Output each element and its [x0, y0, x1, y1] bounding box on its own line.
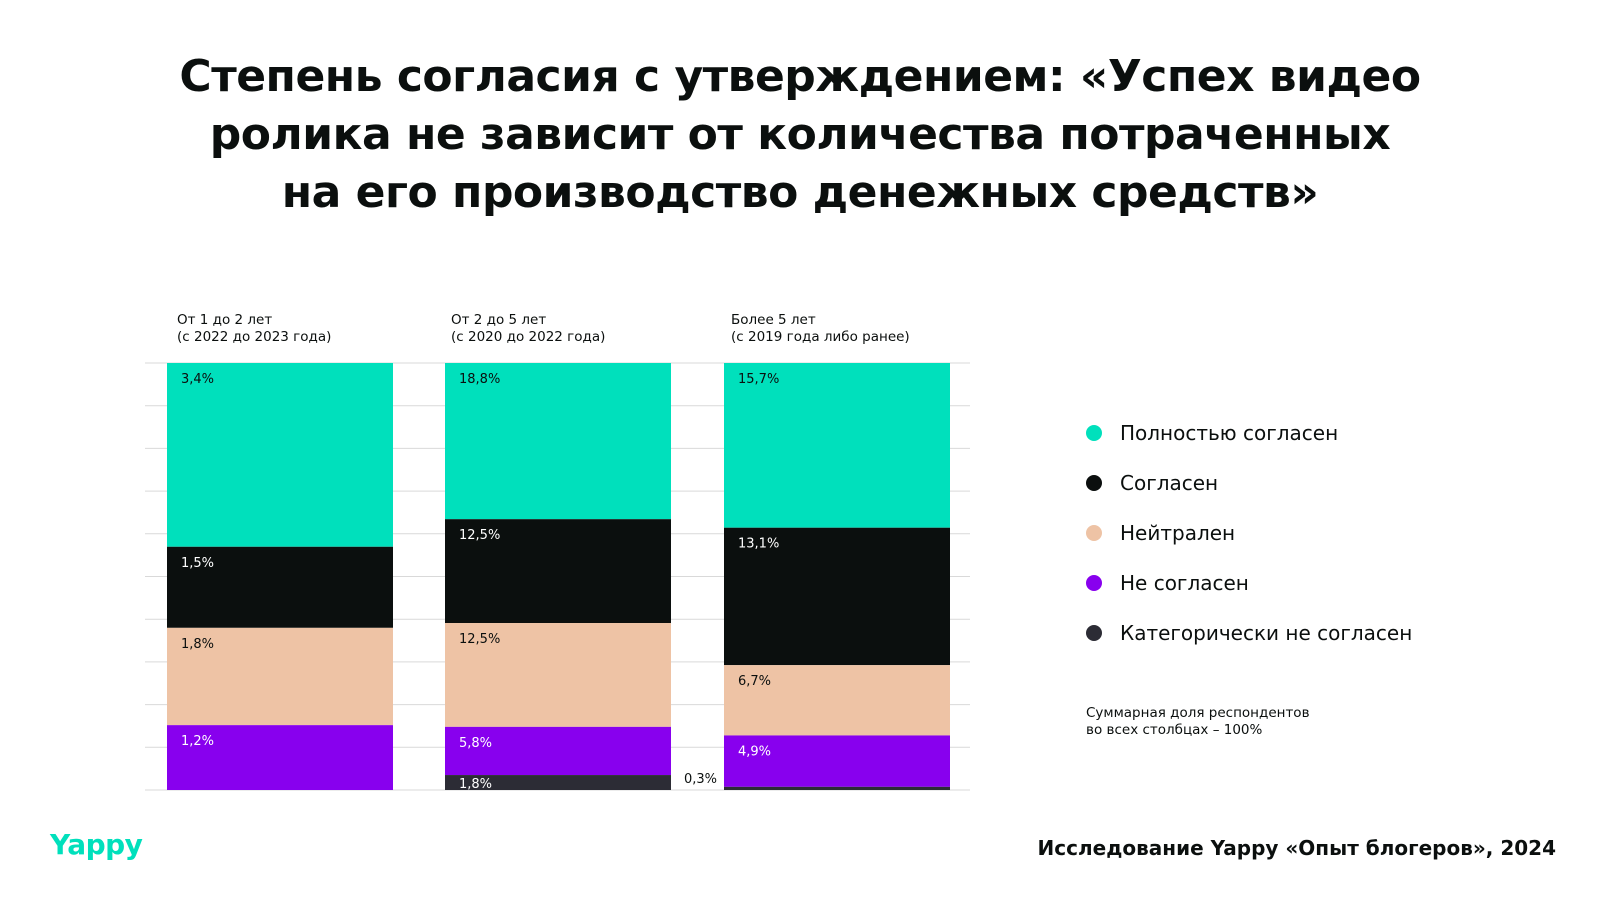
legend-label-agree: Согласен	[1120, 471, 1219, 495]
legend-item-disagree: Не согласен	[1086, 571, 1412, 621]
data-label-c1-s4: 1,2%	[181, 734, 214, 749]
bar-segment-c1-s3	[167, 627, 393, 726]
bar-segment-c3-s1	[724, 363, 950, 528]
source-credit: Исследование Yappy «Опыт блогеров», 2024	[1037, 836, 1556, 860]
column-header-1-line-2: (с 2022 до 2023 года)	[177, 329, 332, 345]
legend-swatch-disagree	[1086, 575, 1102, 591]
bar-segment-c2-s1	[445, 363, 671, 520]
data-label-c2-s4: 5,8%	[459, 736, 492, 751]
bar-segment-c2-s3	[445, 623, 671, 727]
bar-segment-c1-s2	[167, 546, 393, 628]
legend-swatch-strongly-disagree	[1086, 625, 1102, 641]
legend-item-fully-agree: Полностью согласен	[1086, 421, 1412, 471]
legend-label-fully-agree: Полностью согласен	[1120, 421, 1339, 445]
column-header-3-line-1: Более 5 лет	[731, 312, 816, 328]
data-label-c1-s2: 1,5%	[181, 556, 214, 571]
column-header-2: От 2 до 5 лет (с 2020 до 2022 года)	[451, 312, 605, 346]
data-label-c3-s4: 4,9%	[738, 744, 771, 759]
legend-swatch-fully-agree	[1086, 425, 1102, 441]
chart-note-line-2: во всех столбцах – 100%	[1086, 722, 1263, 738]
bar-segment-c3-s2	[724, 527, 950, 666]
column-header-1-line-1: От 1 до 2 лет	[177, 312, 273, 328]
legend-item-strongly-disagree: Категорически не согласен	[1086, 621, 1412, 671]
data-label-c2-s2: 12,5%	[459, 528, 500, 543]
chart-note-line-1: Суммарная доля респондентов	[1086, 705, 1310, 721]
legend-label-strongly-disagree: Категорически не согласен	[1120, 621, 1413, 645]
data-label-c3-s2: 13,1%	[738, 537, 779, 552]
bar-segment-c1-s4	[167, 725, 393, 790]
data-label-c2-s3: 12,5%	[459, 632, 500, 647]
bar-segment-c3-s5	[724, 786, 950, 790]
legend-item-agree: Согласен	[1086, 471, 1412, 521]
data-label-c3-s5: 0,3%	[684, 772, 717, 787]
yappy-logo: Yappy	[50, 828, 143, 861]
data-label-c1-s3: 1,8%	[181, 637, 214, 652]
column-header-2-line-1: От 2 до 5 лет	[451, 312, 547, 328]
bar-segment-c2-s2	[445, 519, 671, 624]
title-line-3: на его производство денежных средств»	[281, 167, 1319, 218]
legend: Полностью согласен Согласен Нейтрален Не…	[1086, 421, 1412, 671]
column-header-1: От 1 до 2 лет (с 2022 до 2023 года)	[177, 312, 331, 346]
chart-note: Суммарная доля респондентов во всех стол…	[1086, 705, 1310, 739]
data-label-c3-s1: 15,7%	[738, 372, 779, 387]
chart-title: Степень согласия с утверждением: «Успех …	[150, 48, 1450, 222]
bar-segment-c3-s3	[724, 665, 950, 736]
data-label-c3-s3: 6,7%	[738, 674, 771, 689]
data-label-c1-s1: 3,4%	[181, 372, 214, 387]
bar-segment-c3-s4	[724, 735, 950, 787]
data-label-c2-s5: 1,8%	[459, 777, 492, 792]
data-label-c2-s1: 18,8%	[459, 372, 500, 387]
legend-label-neutral: Нейтрален	[1120, 521, 1236, 545]
legend-item-neutral: Нейтрален	[1086, 521, 1412, 571]
title-line-2: ролика не зависит от количества потрачен…	[209, 109, 1391, 160]
bar-segment-c2-s5	[445, 775, 671, 790]
legend-label-disagree: Не согласен	[1120, 571, 1249, 595]
bar-segment-c1-s1	[167, 363, 393, 547]
bar-segment-c2-s4	[445, 726, 671, 776]
column-header-3-line-2: (с 2019 года либо ранее)	[731, 329, 910, 345]
legend-swatch-agree	[1086, 475, 1102, 491]
legend-swatch-neutral	[1086, 525, 1102, 541]
column-header-3: Более 5 лет (с 2019 года либо ранее)	[731, 312, 910, 346]
column-header-2-line-2: (с 2020 до 2022 года)	[451, 329, 606, 345]
title-line-1: Степень согласия с утверждением: «Успех …	[179, 51, 1421, 102]
